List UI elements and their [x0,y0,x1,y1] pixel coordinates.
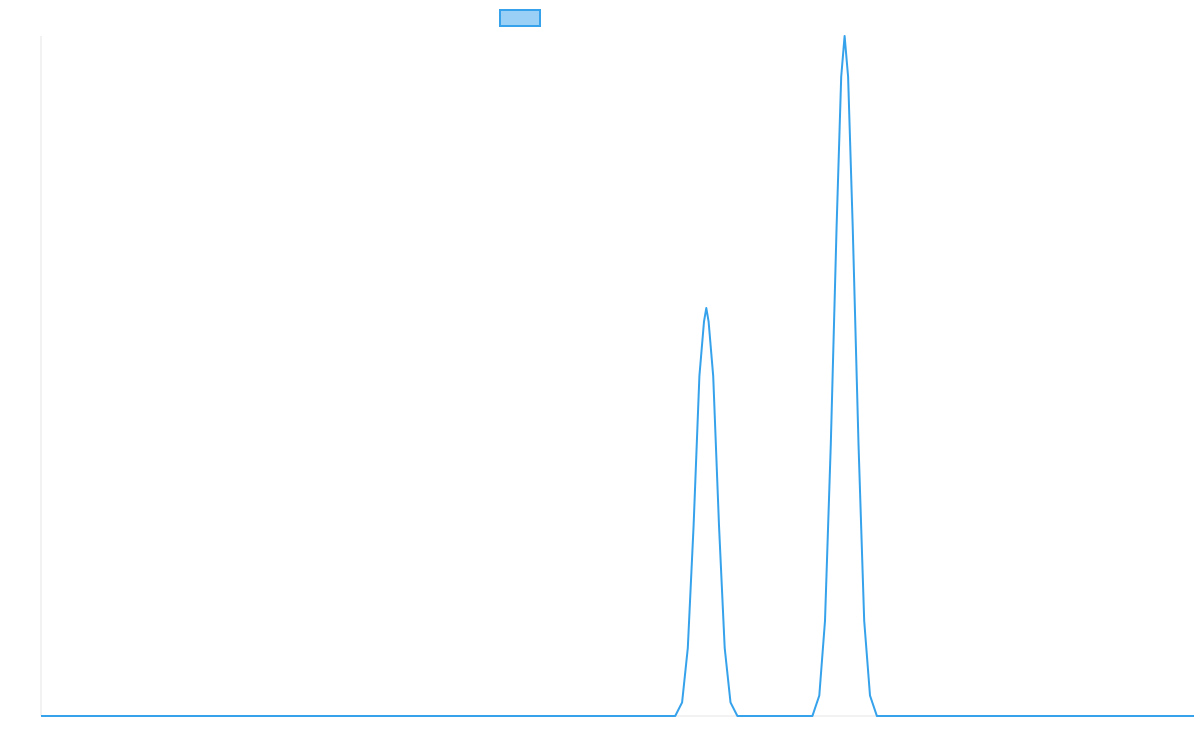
series-line-0 [41,35,1194,717]
series-layer [41,35,1194,717]
axes [40,36,1194,717]
legend-swatch-0[interactable] [499,9,541,27]
legend[interactable] [499,9,541,27]
